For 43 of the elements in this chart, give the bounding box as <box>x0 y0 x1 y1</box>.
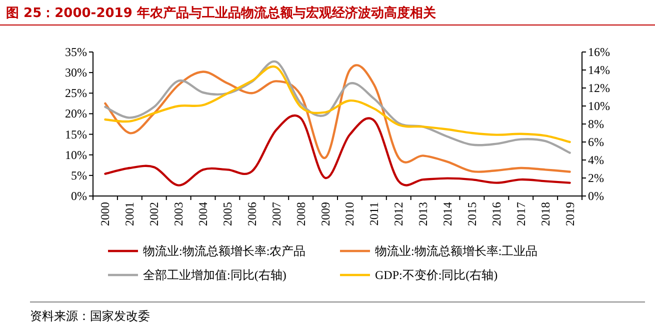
legend-label: 物流业:物流总额增长率:农产品 <box>143 244 306 258</box>
x-tick-label: 2008 <box>294 202 308 226</box>
y-tick-label: 25% <box>65 86 87 100</box>
legend-label: GDP:不变价:同比(右轴) <box>375 268 498 282</box>
x-tick-label: 2017 <box>514 202 528 226</box>
y-tick-label: 30% <box>65 66 87 80</box>
text: 资料来源：国家发改委 <box>30 309 150 323</box>
y-tick-label: 10% <box>65 148 87 162</box>
y2-tick-label: 12% <box>588 81 610 95</box>
x-tick-label: 2005 <box>220 202 234 226</box>
x-tick-label: 2000 <box>98 202 112 226</box>
y-tick-label: 15% <box>65 127 87 142</box>
y-tick-label: 5% <box>71 168 87 182</box>
y-tick-label: 0% <box>71 189 87 203</box>
x-tick-label: 2004 <box>196 202 210 226</box>
y2-tick-label: 14% <box>588 63 610 77</box>
x-tick-label: 2010 <box>342 202 357 226</box>
y2-tick-label: 0% <box>588 189 604 203</box>
x-tick-label: 2006 <box>244 202 259 226</box>
x-tick-label: 2003 <box>172 202 186 226</box>
x-tick-label: 2014 <box>440 202 455 226</box>
y2-tick-label: 4% <box>588 153 604 167</box>
x-tick-label: 2002 <box>147 202 162 226</box>
y2-tick-label: 10% <box>588 99 610 113</box>
x-tick-label: 2013 <box>416 202 430 226</box>
x-tick-label: 2009 <box>318 202 332 226</box>
y-tick-label: 35% <box>65 45 87 59</box>
y2-tick-label: 6% <box>588 135 604 149</box>
x-tick-label: 2012 <box>392 202 406 226</box>
y2-tick-label: 2% <box>588 171 604 185</box>
x-tick-label: 2011 <box>367 202 382 226</box>
x-tick-label: 2007 <box>269 202 284 226</box>
x-tick-label: 2016 <box>489 202 504 226</box>
y2-tick-label: 8% <box>588 117 604 131</box>
chart-title: 图 25：2000-2019 年农产品与工业品物流总额与宏观经济波动高度相关 <box>6 5 437 21</box>
x-tick-label: 2001 <box>122 202 137 226</box>
y-tick-label: 20% <box>65 106 87 121</box>
x-tick-label: 2019 <box>562 202 577 226</box>
x-tick-label: 2015 <box>464 202 479 226</box>
y2-tick-label: 16% <box>588 45 610 59</box>
legend-label: 物流业:物流总额增长率:工业品 <box>375 244 538 258</box>
legend-label: 全部工业增加值:同比(右轴) <box>143 268 286 282</box>
x-tick-label: 2018 <box>538 202 552 226</box>
